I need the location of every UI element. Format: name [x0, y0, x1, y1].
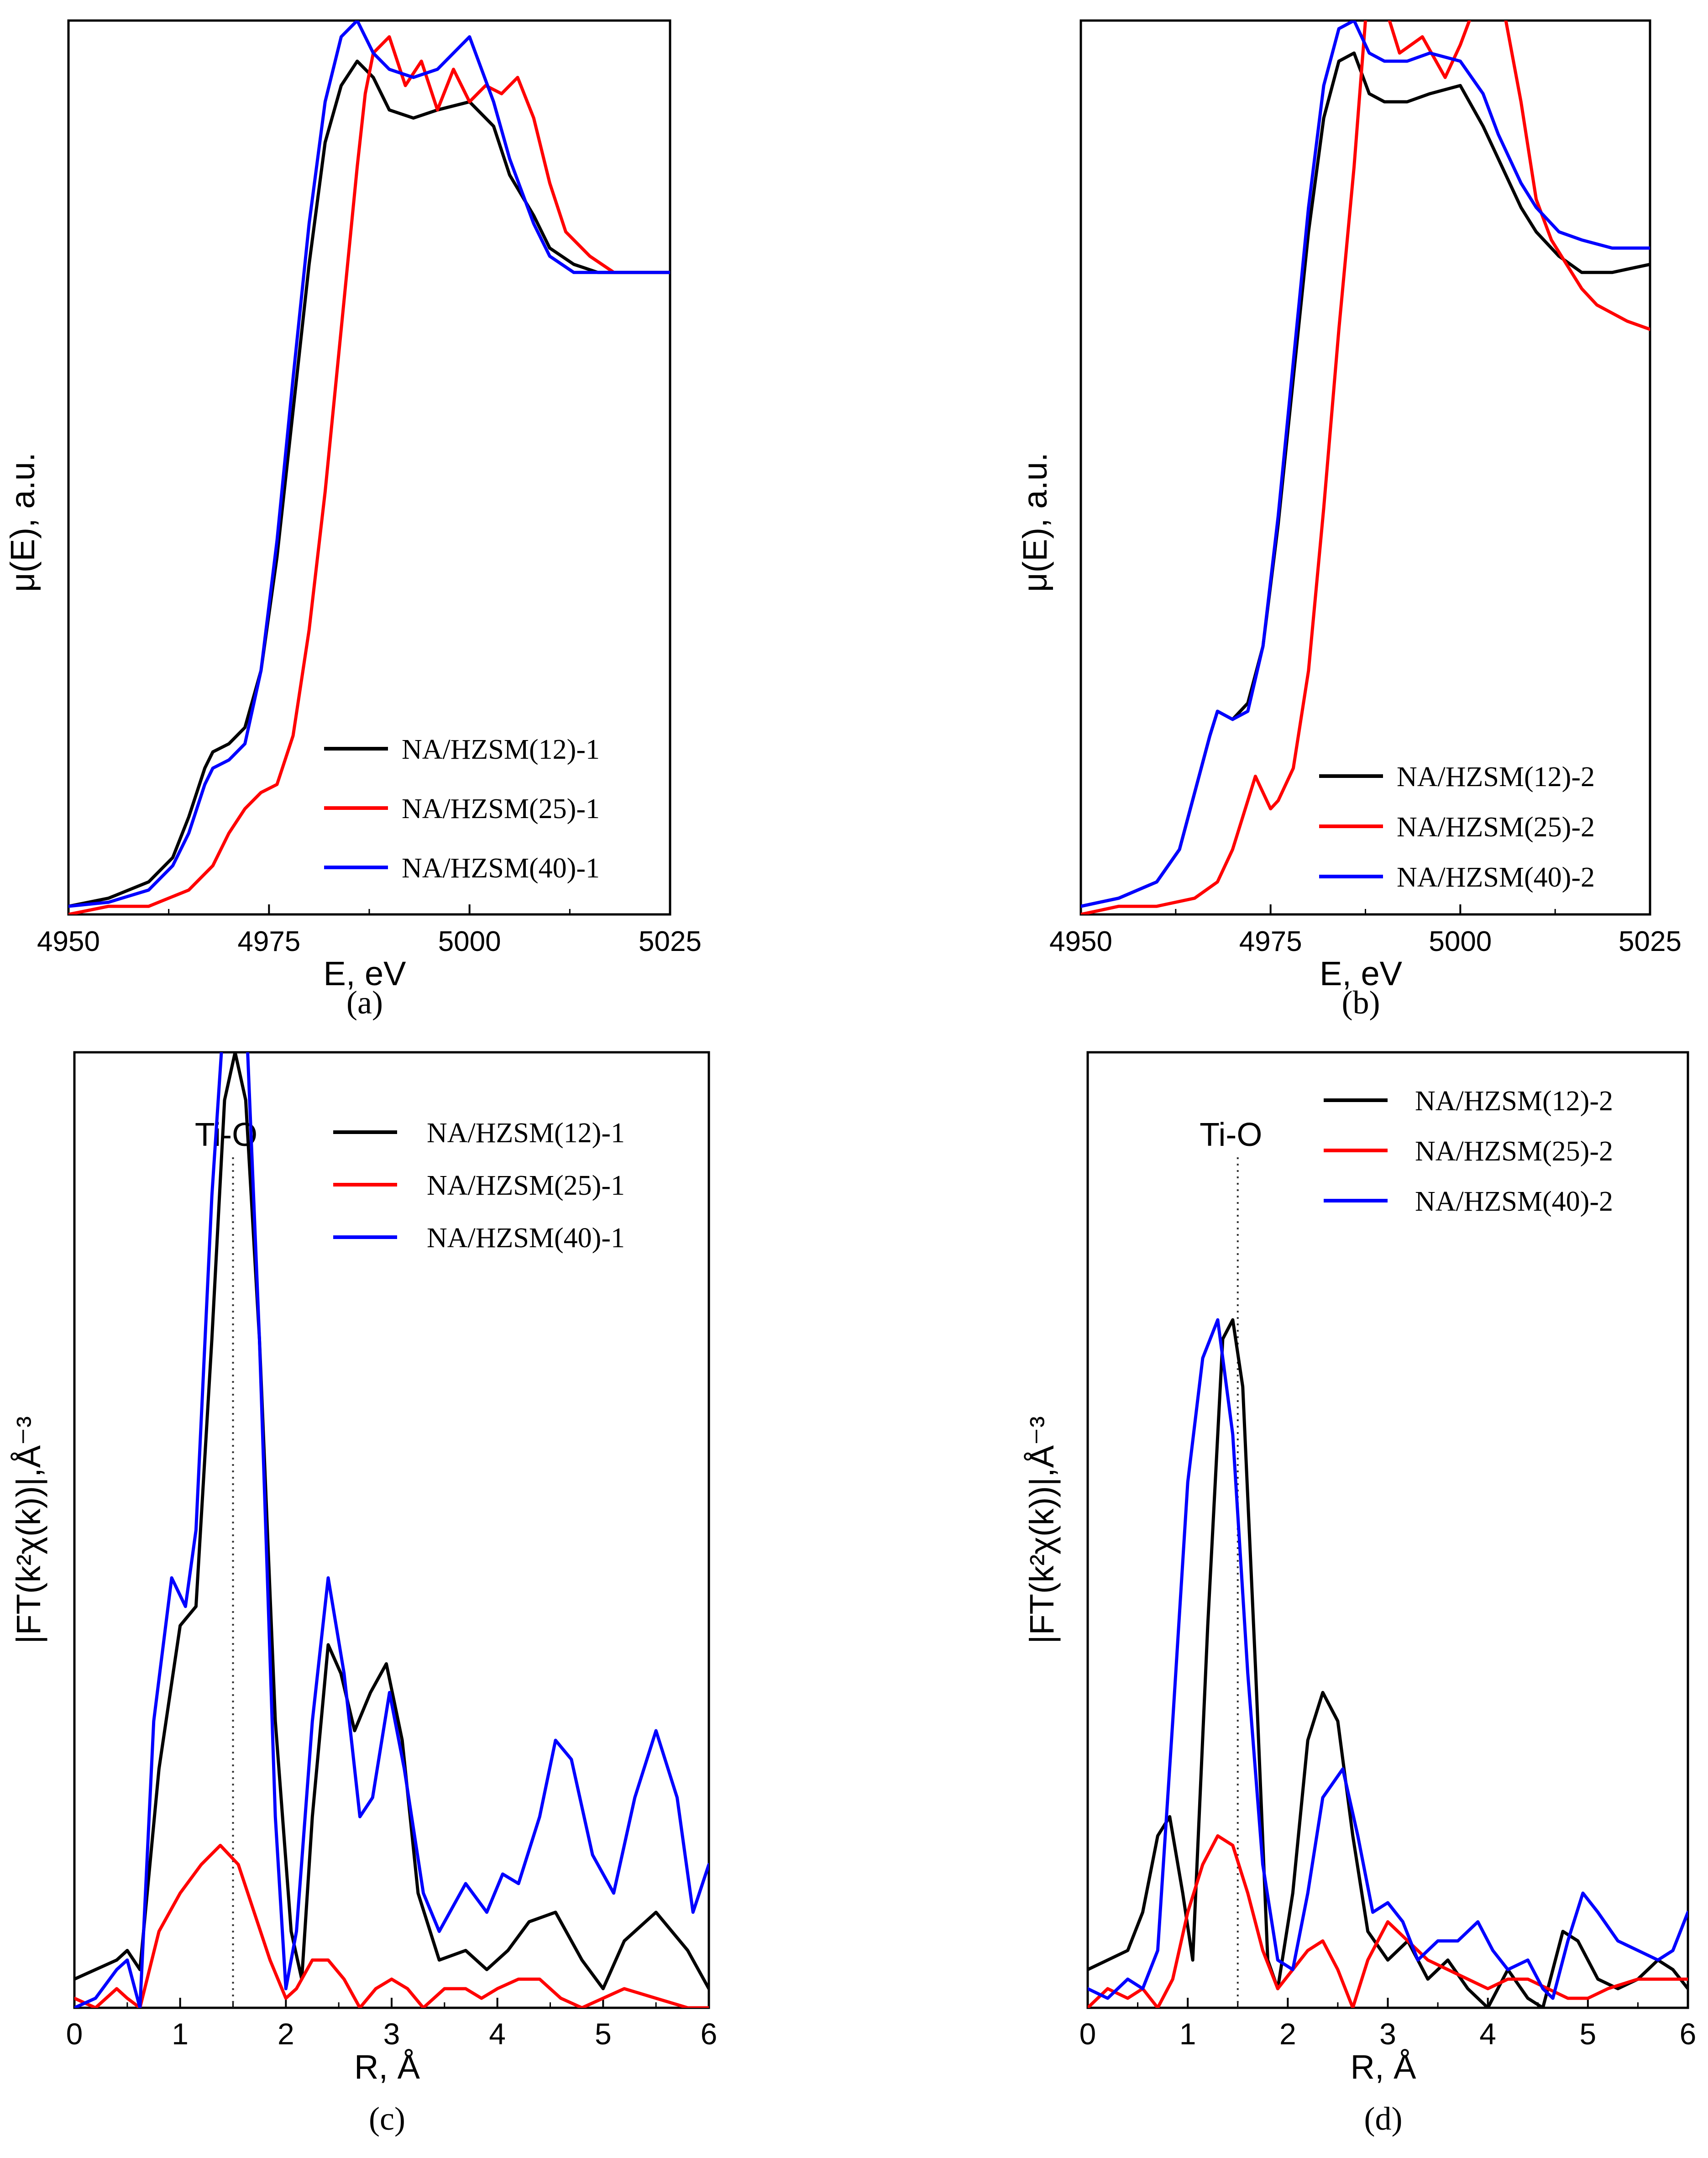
series-line-2 [68, 35, 670, 914]
panel-label: (c) [369, 2100, 405, 2137]
chart-panel-d: 0 1 2 3 4 5 6 R, Å |FT(k²χ(k))|,Å⁻³ Ti-O NA/HZSM(1… [1023, 1051, 1697, 2137]
panel-label: (a) [346, 984, 383, 1021]
series-group [74, 1052, 709, 2008]
legend: NA/HZSM(12)-2 NA/HZSM(25)-2 NA/HZSM(40)-2 [1324, 1086, 1613, 1217]
legend-label: NA/HZSM(25)-2 [1397, 812, 1595, 843]
series-line-3 [1081, 21, 1650, 908]
y-axis-label: μ(E), a.u. [1016, 452, 1054, 592]
x-tick-label: 0 [66, 2017, 83, 2051]
series-line-2 [1081, 21, 1650, 914]
legend: NA/HZSM(12)-1 NA/HZSM(25)-1 NA/HZSM(40)-1 [333, 1118, 625, 1254]
legend-label: NA/HZSM(25)-1 [402, 793, 600, 824]
x-tick-label: 4975 [1239, 926, 1302, 957]
x-tick-label: 4950 [1049, 926, 1112, 957]
x-tick-label: 6 [701, 2017, 718, 2051]
legend-label: NA/HZSM(12)-1 [402, 734, 600, 765]
x-axis-label: R, Å [354, 2048, 420, 2086]
y-axis-label: |FT(k²χ(k))|,Å⁻³ [1023, 1416, 1061, 1644]
panel-label: (d) [1364, 2100, 1403, 2137]
series-group [1081, 21, 1650, 914]
x-tick-label: 4950 [37, 926, 100, 957]
series-line-2 [74, 1843, 709, 2008]
y-axis-label: μ(E), a.u. [4, 452, 42, 592]
x-tick-label: 6 [1680, 2017, 1697, 2051]
x-tick-label: 2 [1279, 2017, 1296, 2051]
x-tick-label: 5000 [438, 926, 501, 957]
x-tick-label: 3 [383, 2017, 400, 2051]
x-axis-label: E, eV [1320, 955, 1403, 992]
legend-label: NA/HZSM(12)-2 [1397, 761, 1595, 793]
chart-panel-c: 0 1 2 3 4 5 6R, Å|FT(k²χ(k))|,Å⁻³Ti-O NA/HZSM(1… [10, 1051, 718, 2137]
legend-label: NA/HZSM(40)-2 [1415, 1186, 1613, 1217]
legend-label: NA/HZSM(25)-2 [1415, 1136, 1613, 1167]
x-tick-label: 1 [1179, 2017, 1196, 2051]
x-tick-label: 4 [1479, 2017, 1496, 2051]
x-tick-label: 1 [172, 2017, 189, 2051]
series-line-1 [74, 1052, 709, 1990]
legend-label: NA/HZSM(12)-1 [427, 1118, 625, 1149]
series-line-3 [68, 21, 670, 908]
x-tick-label: 5025 [1619, 926, 1682, 957]
x-axis-label: R, Å [1351, 2048, 1417, 2086]
legend: NA/HZSM(12)-1 NA/HZSM(25)-1 NA/HZSM(40)-1 [324, 734, 600, 884]
x-tick-label: 4975 [237, 926, 300, 957]
series-group [1088, 1318, 1688, 2008]
x-tick-label: 5000 [1429, 926, 1492, 957]
legend-label: NA/HZSM(40)-1 [402, 853, 600, 884]
panel-label: (b) [1342, 984, 1380, 1021]
x-tick-label: 5 [595, 2017, 612, 2051]
legend-label: NA/HZSM(12)-2 [1415, 1086, 1613, 1117]
legend-label: NA/HZSM(40)-1 [427, 1223, 625, 1254]
series-group [68, 21, 670, 914]
series-line-3 [1088, 1318, 1688, 2000]
legend-label: NA/HZSM(40)-2 [1397, 862, 1595, 893]
ti-o-annotation: Ti-O [1200, 1117, 1262, 1153]
legend: NA/HZSM(12)-2 NA/HZSM(25)-2 NA/HZSM(40)-2 [1319, 761, 1595, 893]
y-axis-label: |FT(k²χ(k))|,Å⁻³ [10, 1416, 47, 1644]
chart-panel-b: 4950 4975 5000 5025 E, eV μ(E), a.u. NA/HZSM(1… [1016, 19, 1682, 1021]
x-axis-label: E, eV [324, 955, 407, 992]
x-tick-label: 3 [1379, 2017, 1396, 2051]
x-tick-label: 2 [278, 2017, 294, 2051]
x-tick-label: 5025 [639, 926, 702, 957]
plot-frame [67, 19, 671, 916]
series-line-3 [74, 1052, 709, 2008]
chart-panel-a: 4950 4975 5000 5025 E, eV μ(E), a.u. NA/HZSM(1… [4, 19, 702, 1021]
series-line-2 [1088, 1834, 1688, 2008]
series-line-1 [68, 59, 670, 908]
legend-label: NA/HZSM(25)-1 [427, 1170, 625, 1201]
x-tick-label: 4 [489, 2017, 506, 2051]
x-tick-label: 0 [1079, 2017, 1096, 2051]
x-tick-label: 5 [1579, 2017, 1596, 2051]
